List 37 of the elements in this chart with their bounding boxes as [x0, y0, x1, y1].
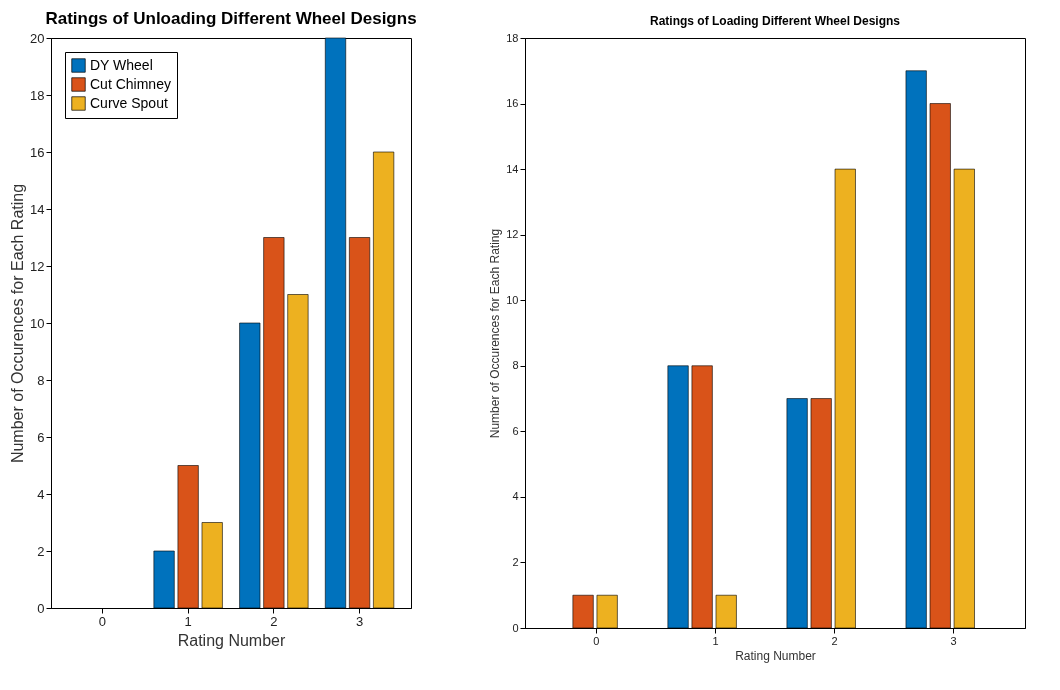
x-tick-label: 1 — [184, 613, 192, 629]
x-tick-label: 0 — [98, 613, 107, 629]
y-tick-label: 14 — [30, 201, 45, 217]
chart-title: Ratings of Loading Different Wheel Designs — [649, 14, 901, 28]
y-tick-label: 12 — [506, 228, 519, 241]
y-tick-label: 2 — [37, 543, 45, 559]
legend-label: DY Wheel — [90, 56, 153, 73]
y-tick-label: 4 — [512, 490, 519, 503]
legend-label: Cut Chimney — [90, 75, 171, 92]
legend-label: Curve Spout — [90, 94, 168, 111]
x-tick-label: 0 — [593, 634, 600, 647]
y-tick-label: 10 — [30, 315, 45, 331]
y-tick-label: 16 — [506, 97, 519, 110]
y-tick-label: 18 — [30, 87, 45, 103]
y-tick-label: 0 — [37, 600, 45, 616]
x-tick-label: 2 — [831, 634, 838, 647]
y-tick-label: 18 — [506, 31, 519, 44]
y-tick-label: 10 — [506, 293, 519, 306]
y-tick-label: 8 — [37, 372, 45, 388]
y-tick-label: 8 — [512, 359, 519, 372]
y-tick-label: 4 — [37, 486, 45, 502]
y-tick-label: 14 — [506, 162, 519, 175]
chart-title: Ratings of Unloading Different Wheel Designs — [45, 9, 417, 28]
y-axis-title: Number of Occurences for Each Rating — [9, 183, 27, 464]
y-tick-label: 12 — [30, 258, 45, 274]
x-tick-label: 3 — [355, 613, 364, 629]
x-tick-label: 1 — [712, 634, 719, 647]
y-axis-title: Number of Occurences for Each Rating — [488, 228, 503, 439]
x-axis-title: Rating Number — [735, 648, 816, 663]
x-tick-label: 3 — [950, 634, 957, 647]
y-tick-label: 20 — [30, 30, 45, 46]
y-tick-label: 6 — [37, 429, 45, 445]
y-tick-label: 6 — [512, 424, 519, 437]
y-tick-label: 2 — [512, 555, 519, 568]
y-tick-label: 16 — [30, 144, 45, 160]
x-axis-title: Rating Number — [177, 631, 286, 649]
x-tick-label: 2 — [270, 613, 278, 629]
